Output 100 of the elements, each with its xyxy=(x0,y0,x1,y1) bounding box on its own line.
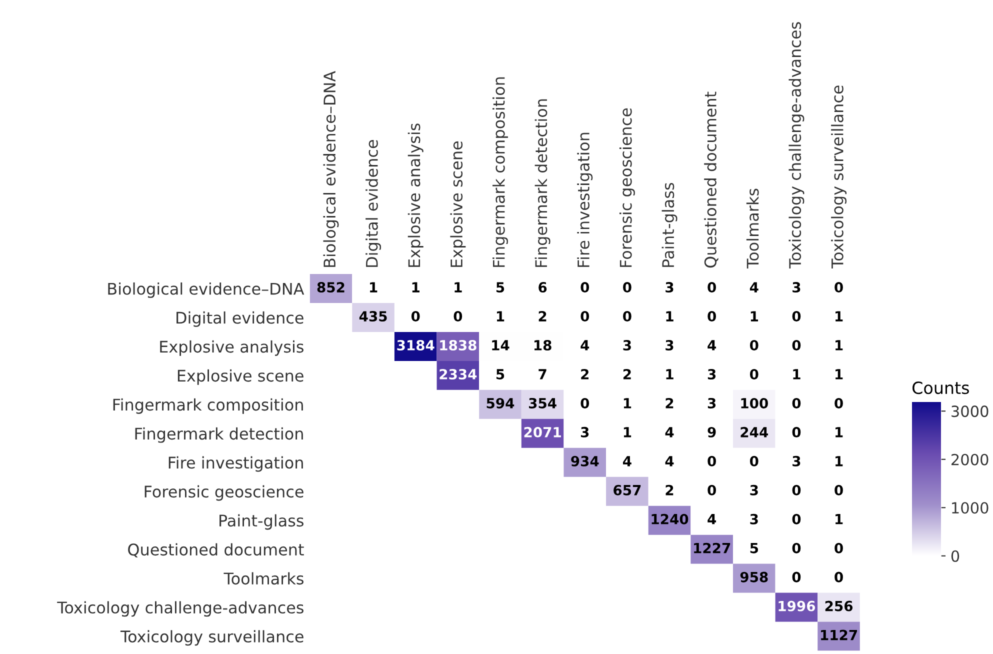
data-label: 657 xyxy=(614,484,641,496)
data-label: 3 xyxy=(792,456,800,466)
data-label: 3 xyxy=(666,282,674,293)
data-label: 852 xyxy=(317,282,344,293)
data-label: 435 xyxy=(359,311,387,322)
data-label: 3 xyxy=(750,484,758,496)
x-tick-label: Fingermark composition xyxy=(492,77,508,267)
color-bar-label: 0 xyxy=(951,550,960,562)
y-tick-label: Biological evidence–DNA xyxy=(108,282,304,298)
y-tick-label: Toxicology challenge-advances xyxy=(57,601,304,617)
data-label: 958 xyxy=(740,572,768,582)
data-label: 0 xyxy=(580,282,590,293)
data-label: 3 xyxy=(708,398,716,408)
y-tick-label: Fingermark composition xyxy=(113,398,303,414)
data-label: 9 xyxy=(708,426,716,438)
data-label: 4 xyxy=(750,282,758,292)
data-label: 2 xyxy=(581,368,588,380)
data-label: 4 xyxy=(622,456,632,466)
data-label: 1 xyxy=(666,369,674,380)
data-label: 1 xyxy=(624,427,632,438)
data-label: 1227 xyxy=(694,542,730,554)
data-label: 354 xyxy=(528,398,556,408)
y-tick-label: Explosive scene xyxy=(178,369,304,385)
data-label: 1 xyxy=(836,456,843,466)
data-label: 1 xyxy=(370,282,378,292)
data-label: 0 xyxy=(792,542,801,554)
x-tick-label: Questioned document xyxy=(704,92,718,268)
data-label: 18 xyxy=(534,340,552,350)
data-label: 1838 xyxy=(440,340,476,350)
data-label: 0 xyxy=(834,484,843,496)
data-label: 1 xyxy=(836,340,843,350)
data-label: 2 xyxy=(623,368,631,380)
data-label: 0 xyxy=(750,368,758,380)
data-label: 0 xyxy=(750,340,758,350)
data-label: 1 xyxy=(836,311,843,322)
data-label: 1 xyxy=(666,311,674,322)
data-label: 256 xyxy=(825,600,853,612)
x-tick-label: Toxicology surveillance xyxy=(831,86,847,269)
data-label: 0 xyxy=(834,572,843,582)
x-tick-label: Fingermark detection xyxy=(534,99,550,267)
data-label: 2071 xyxy=(524,426,561,438)
data-label: 1 xyxy=(412,282,420,292)
data-label: 3 xyxy=(750,514,758,524)
data-label: 0 xyxy=(792,426,801,438)
data-label: 1 xyxy=(454,282,462,292)
data-label: 0 xyxy=(792,311,801,322)
data-label: 5 xyxy=(496,369,504,380)
data-label: 3 xyxy=(580,426,589,438)
x-tick-label: Explosive scene xyxy=(450,141,466,267)
data-label: 3 xyxy=(666,340,674,350)
x-tick-label: Digital evidence xyxy=(366,140,382,267)
x-tick-label: Explosive analysis xyxy=(408,124,424,267)
data-label: 0 xyxy=(792,514,801,524)
data-label: 100 xyxy=(741,398,768,408)
data-label: 0 xyxy=(580,398,590,408)
data-label: 1 xyxy=(624,398,632,408)
data-label: 2 xyxy=(666,398,674,408)
data-label: 1 xyxy=(836,514,843,524)
color-bar-label: 1000 xyxy=(952,502,988,514)
data-label: 0 xyxy=(708,282,716,293)
x-tick-label: Toolmarks xyxy=(746,188,759,269)
color-bar-title: Counts xyxy=(912,382,969,394)
data-label: 0 xyxy=(792,572,801,582)
data-label: 5 xyxy=(496,282,504,293)
data-label: 0 xyxy=(708,484,716,496)
data-label: 0 xyxy=(750,456,758,466)
data-label: 0 xyxy=(580,311,590,322)
color-bar-label: 3000 xyxy=(952,406,988,418)
x-tick-label: Toxicology challenge-advances xyxy=(788,22,804,269)
data-label: 3 xyxy=(623,340,631,350)
data-label: 244 xyxy=(740,426,768,438)
x-tick-label: Paint-glass xyxy=(662,182,678,267)
data-label: 1 xyxy=(750,311,758,322)
y-tick-label: Explosive analysis xyxy=(160,340,304,356)
x-tick-label: Forensic geoscience xyxy=(619,108,635,267)
data-label: 1996 xyxy=(778,600,816,612)
data-label: 0 xyxy=(623,311,632,322)
data-label: 4 xyxy=(708,514,716,524)
y-tick-label: Toxicology surveillance xyxy=(120,630,304,646)
data-label: 0 xyxy=(454,311,462,322)
y-tick-label: Questioned document xyxy=(128,543,304,558)
data-label: 3 xyxy=(792,282,800,293)
data-label: 2 xyxy=(666,484,674,496)
data-label: 4 xyxy=(580,340,590,350)
data-label: 1 xyxy=(836,369,843,380)
y-tick-label: Paint-glass xyxy=(220,514,304,530)
data-label: 0 xyxy=(411,311,420,322)
data-label: 2334 xyxy=(440,368,477,380)
data-label: 3 xyxy=(708,368,716,380)
data-label: 0 xyxy=(708,311,716,322)
data-label: 0 xyxy=(623,282,632,293)
data-label: 0 xyxy=(834,398,843,408)
y-tick-label: Toolmarks xyxy=(224,572,304,585)
y-tick-label: Digital evidence xyxy=(176,311,304,327)
data-label: 0 xyxy=(834,282,843,293)
data-label: 1240 xyxy=(652,514,688,524)
data-label: 1 xyxy=(836,427,843,438)
data-label: 4 xyxy=(665,427,674,438)
data-label: 0 xyxy=(792,484,801,496)
y-tick-label: Fire investigation xyxy=(168,456,303,472)
